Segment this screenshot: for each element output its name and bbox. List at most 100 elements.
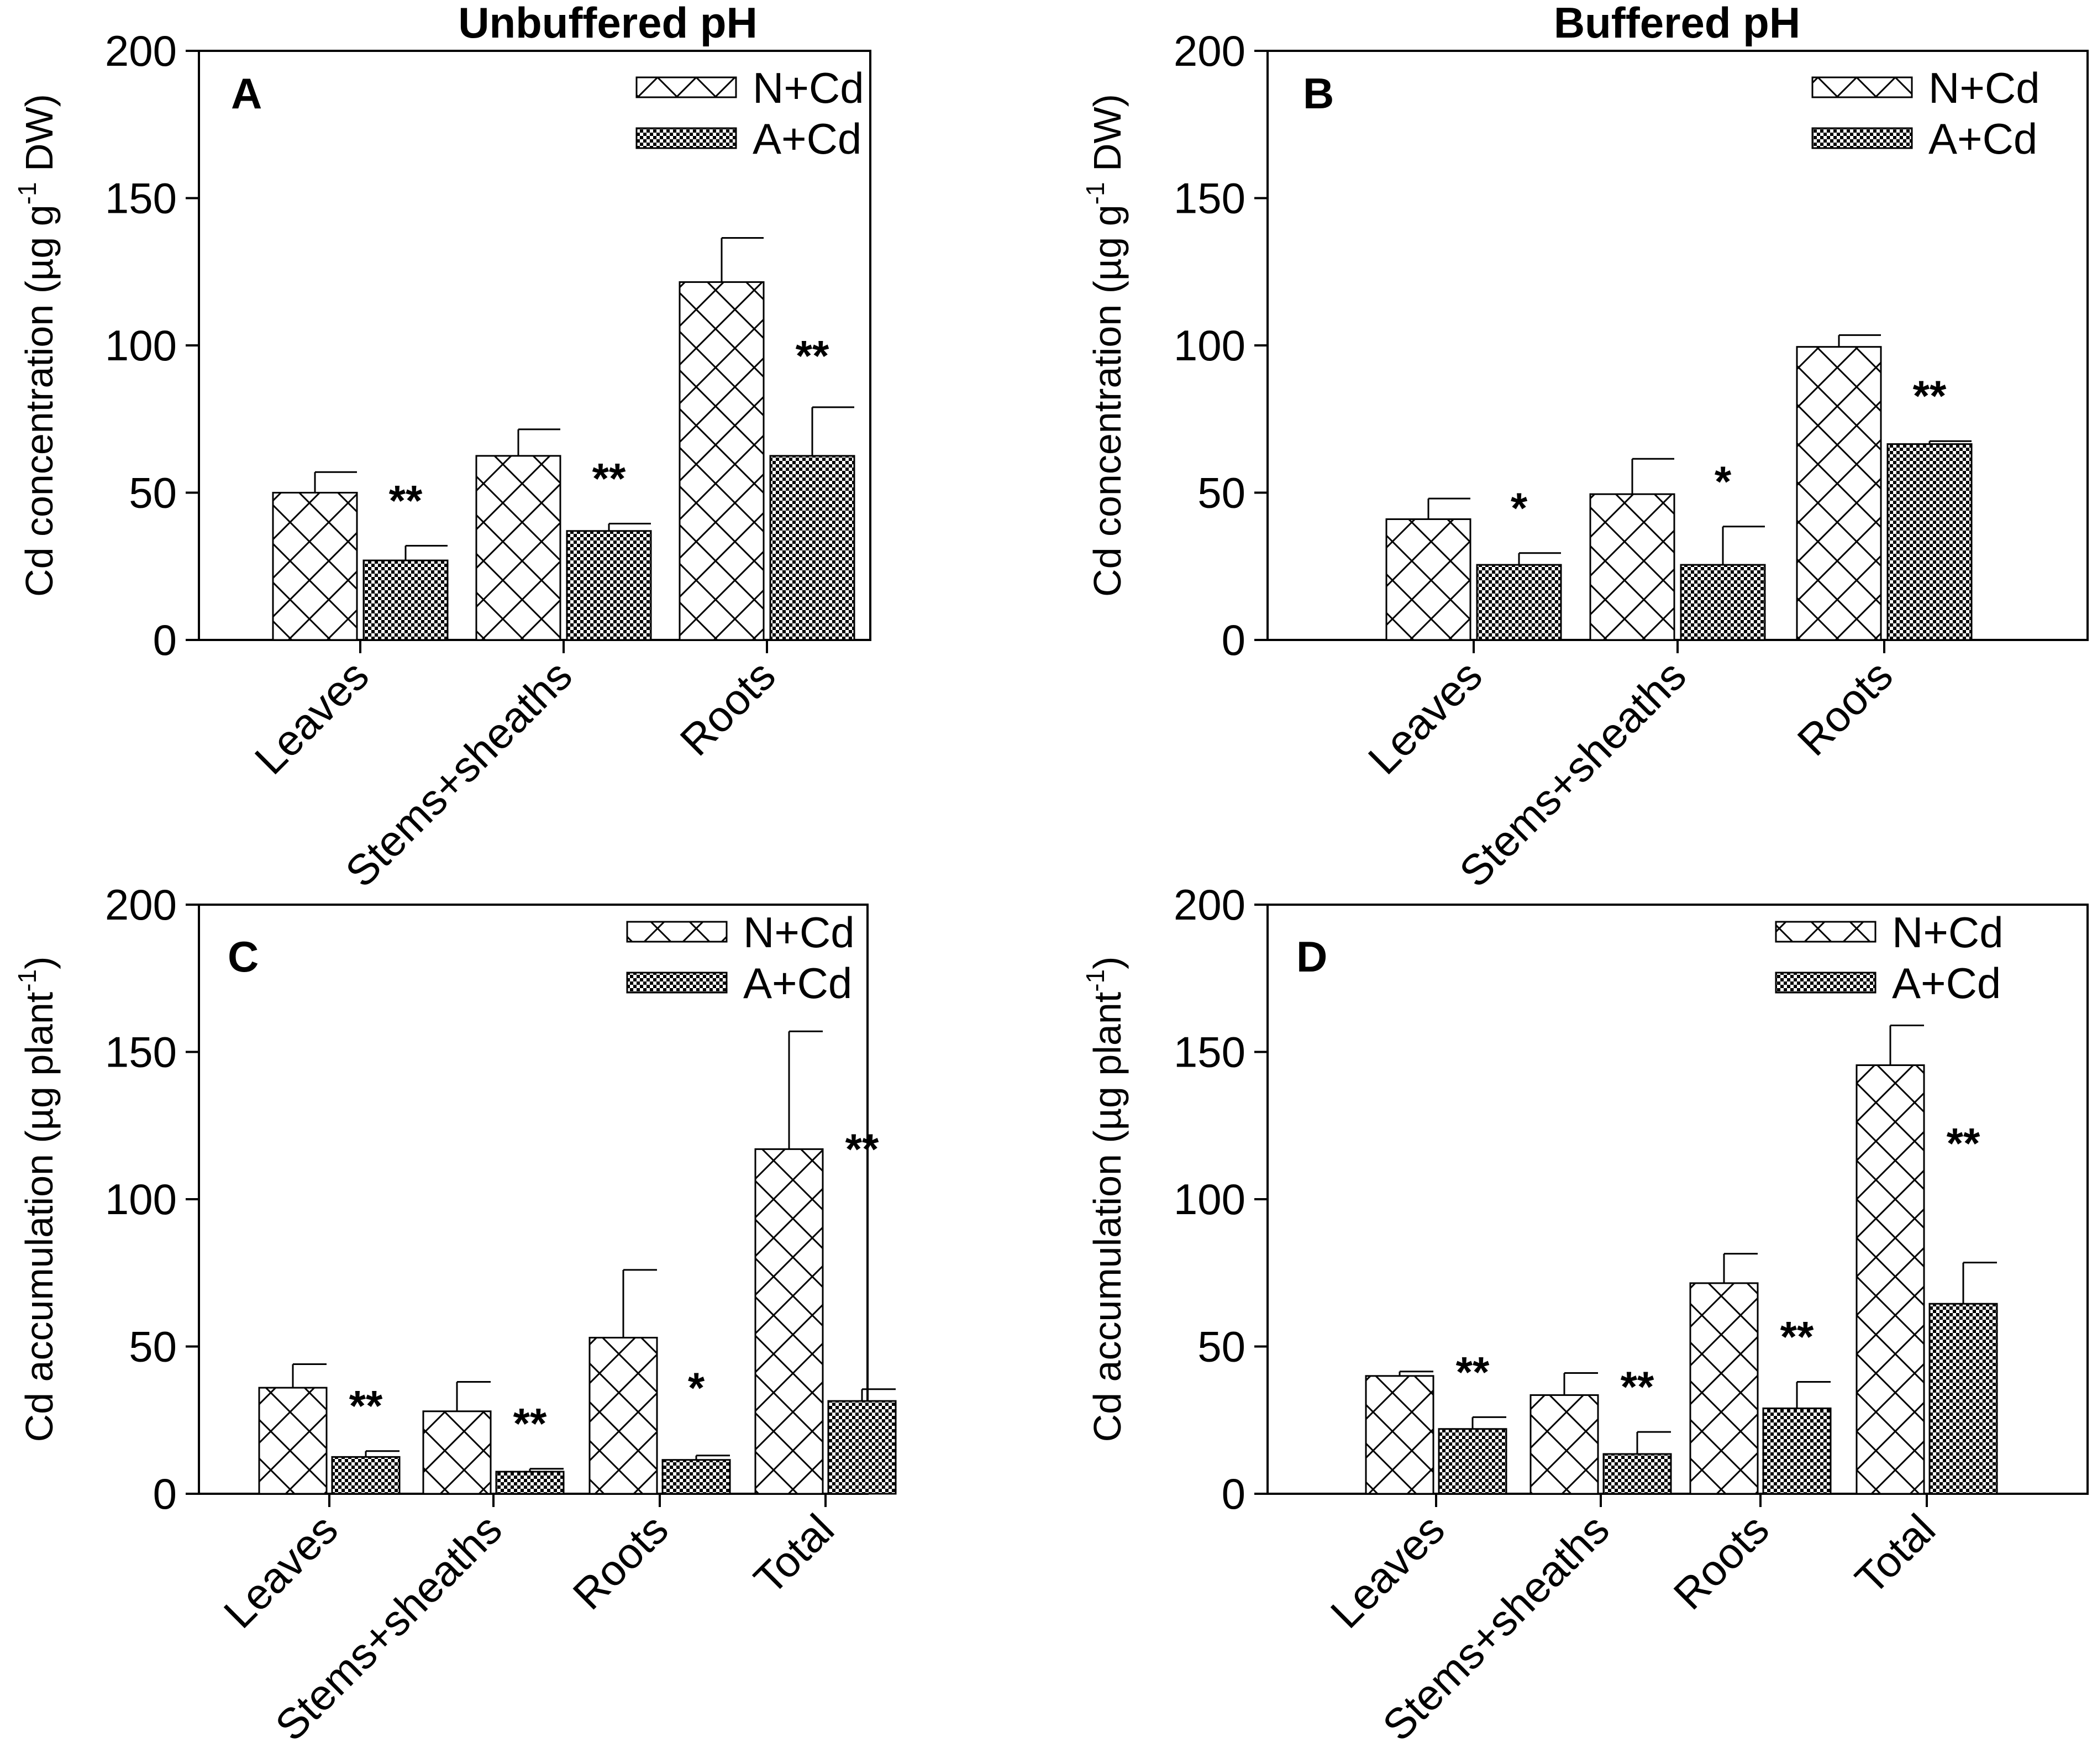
x-category-label: Leaves (1359, 651, 1491, 784)
x-category-label: Roots (564, 1505, 677, 1619)
y-tick-label: 0 (153, 1469, 177, 1518)
bar-n-cd (258, 1387, 328, 1495)
legend-label-a-cd: A+Cd (1892, 959, 2001, 1007)
y-axis-title-sup: -1 (13, 969, 41, 992)
bar-a-cd (1762, 1407, 1832, 1495)
bar-a-cd (827, 1400, 897, 1495)
y-tick-label: 50 (1197, 469, 1245, 517)
bar-n-cd (422, 1410, 492, 1495)
significance-mark: ** (592, 454, 626, 502)
legend-swatch-a-cd (635, 127, 737, 149)
y-axis-title: Cd accumulation (µg plant-1) (1081, 957, 1129, 1442)
y-axis-title-tail: ) (18, 957, 61, 969)
significance-mark: ** (796, 331, 829, 380)
bar-a-cd (1476, 564, 1562, 641)
bar-n-cd (1365, 1375, 1434, 1495)
legend-label-a-cd: A+Cd (753, 114, 861, 163)
bar-a-cd (769, 455, 855, 641)
x-category-label: Total (744, 1505, 843, 1604)
legend-label-n-cd: N+Cd (1892, 908, 2004, 957)
legend-label-a-cd: A+Cd (1928, 114, 2037, 163)
significance-mark: ** (1947, 1119, 1980, 1168)
panel-letter: C (228, 932, 259, 981)
y-axis-title-main: Cd concentration (µg g (18, 204, 61, 597)
y-tick-label: 50 (1197, 1322, 1245, 1371)
significance-mark: * (1511, 484, 1528, 532)
bar-n-cd (1796, 346, 1882, 641)
bar-n-cd (679, 281, 765, 641)
legend-swatch-n-cd (1811, 76, 1913, 98)
legend-swatch-n-cd (1775, 921, 1877, 943)
legend-swatch-n-cd (626, 921, 728, 943)
y-tick-label: 0 (1222, 616, 1245, 664)
x-category-label: Leaves (245, 651, 378, 784)
panel-letter: A (231, 69, 262, 118)
y-tick-label: 150 (105, 174, 177, 223)
significance-mark: ** (845, 1125, 879, 1173)
y-tick-label: 200 (1174, 27, 1245, 75)
y-axis-title-sup: -1 (1081, 182, 1110, 204)
y-axis-title-main: Cd accumulation (µg plant (1086, 992, 1129, 1442)
y-tick-label: 100 (1174, 321, 1245, 370)
column-title-buffered: Buffered pH (1554, 0, 1800, 47)
y-axis-title-sup: -1 (1081, 969, 1110, 992)
bar-a-cd (331, 1456, 401, 1495)
y-axis-title-tail: DW) (1086, 94, 1129, 182)
chart-panel-d: 0 50 100 150 200 Cd accumulation (µg plant-1)… (1081, 880, 2089, 1750)
bar-a-cd (1602, 1453, 1672, 1495)
bar-n-cd (1589, 493, 1675, 641)
panel-letter: D (1296, 932, 1327, 981)
bar-a-cd (1928, 1303, 1998, 1495)
bar-a-cd (661, 1459, 731, 1495)
significance-mark: ** (1621, 1362, 1654, 1411)
bar-a-cd (566, 530, 652, 641)
significance-mark: ** (1780, 1312, 1814, 1361)
bar-n-cd (588, 1337, 658, 1495)
legend-label-n-cd: N+Cd (1928, 64, 2040, 112)
y-axis-title: Cd accumulation (µg plant-1) (13, 957, 61, 1442)
panel-letter: B (1303, 69, 1334, 118)
column-title-unbuffered: Unbuffered pH (458, 0, 758, 47)
y-tick-label: 200 (1174, 880, 1245, 929)
x-category-label: Roots (1664, 1505, 1778, 1619)
y-tick-label: 100 (1174, 1175, 1245, 1224)
y-tick-label: 100 (105, 321, 177, 370)
y-tick-label: 200 (105, 27, 177, 75)
y-tick-label: 50 (129, 1322, 177, 1371)
bar-a-cd (1680, 564, 1766, 641)
legend-swatch-a-cd (1811, 127, 1913, 149)
y-tick-label: 50 (129, 469, 177, 517)
chart-panel-b: 0 50 100 150 200 Cd concentration (µg g-1 DW)… (1081, 27, 2089, 896)
y-tick-label: 100 (105, 1175, 177, 1224)
significance-mark: * (688, 1363, 705, 1412)
bar-a-cd (1438, 1428, 1507, 1495)
chart-panel-c: 0 50 100 150 200 Cd accumulation (µg plant-1)… (13, 880, 897, 1750)
y-tick-label: 0 (1222, 1469, 1245, 1518)
bar-a-cd (362, 559, 449, 641)
x-category-label: Leaves (214, 1505, 347, 1637)
chart-panel-a: 0 50 100 150 200 Cd concentration (µg g-1 DW)… (13, 27, 871, 896)
significance-mark: ** (349, 1382, 383, 1430)
legend-swatch-a-cd (1775, 972, 1877, 994)
bar-n-cd (754, 1148, 824, 1495)
significance-mark: * (1715, 457, 1732, 506)
legend-label-n-cd: N+Cd (743, 908, 855, 957)
y-tick-label: 150 (1174, 1028, 1245, 1077)
bar-n-cd (475, 455, 561, 641)
x-category-label: Roots (1788, 651, 1902, 765)
y-tick-label: 200 (105, 880, 177, 929)
y-axis-title: Cd concentration (µg g-1 DW) (1081, 94, 1129, 597)
bar-n-cd (1856, 1064, 1925, 1495)
y-axis-title-sup: -1 (13, 182, 41, 204)
y-tick-label: 0 (153, 616, 177, 664)
y-axis-title-main: Cd concentration (µg g (1086, 204, 1129, 597)
x-category-label: Leaves (1321, 1505, 1454, 1637)
y-axis-title-tail: DW) (18, 94, 61, 182)
bar-n-cd (1689, 1282, 1759, 1495)
x-category-label: Total (1846, 1505, 1944, 1604)
bar-n-cd (272, 492, 358, 641)
legend-label-n-cd: N+Cd (753, 64, 864, 112)
significance-mark: ** (1456, 1347, 1490, 1396)
legend-swatch-n-cd (635, 76, 737, 98)
